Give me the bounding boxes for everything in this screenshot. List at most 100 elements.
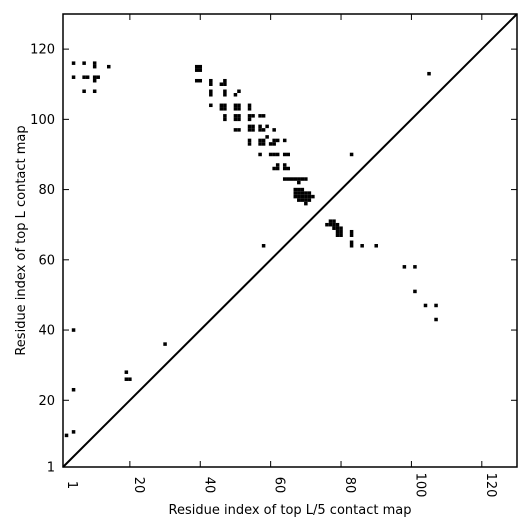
contact-cell-lower — [434, 317, 438, 322]
contact-cell-upper — [272, 142, 276, 146]
contact-cell-upper — [282, 152, 287, 157]
contact-cell-upper — [293, 191, 298, 195]
contact-cell-upper — [293, 194, 298, 199]
contact-cell-upper — [247, 114, 252, 118]
contact-cell-upper — [198, 68, 203, 72]
contact-cell-upper — [275, 163, 280, 167]
contact-cell-lower — [413, 265, 417, 269]
contact-cell-upper — [223, 89, 227, 94]
contact-cell-upper — [272, 152, 276, 157]
contact-cell-upper — [237, 103, 241, 108]
contact-cell-lower — [434, 303, 438, 308]
contact-cell-upper — [163, 342, 167, 346]
contact-cell-lower — [335, 226, 340, 230]
contact-cell-upper — [237, 128, 241, 132]
contact-cell-lower — [349, 240, 354, 245]
contact-cell-upper — [261, 114, 266, 118]
contact-cell-upper — [297, 198, 301, 202]
contact-cell-upper — [71, 75, 76, 79]
contact-cell-lower — [332, 222, 336, 227]
contact-cell-upper — [85, 75, 90, 79]
contact-cell-upper — [275, 166, 280, 171]
contact-cell-upper — [92, 89, 97, 94]
contact-cell-lower — [332, 226, 336, 230]
contact-cell-upper — [64, 433, 69, 438]
y-tick-label: 120 — [30, 43, 55, 58]
contact-cell-upper — [304, 201, 308, 206]
contact-cell-upper — [247, 117, 252, 122]
contact-cell-lower — [360, 244, 364, 248]
contact-cell-upper — [297, 194, 301, 199]
contact-cell-upper — [286, 177, 290, 181]
contact-cell-upper — [275, 138, 280, 143]
contact-cell-upper — [209, 93, 213, 97]
contact-cell-upper — [92, 61, 97, 65]
contact-cell-upper — [194, 78, 199, 83]
contact-cell-upper — [300, 194, 305, 199]
contact-cell-lower — [328, 222, 333, 227]
contact-cell-lower — [374, 244, 378, 248]
contact-cell-upper — [300, 198, 305, 202]
contact-cell-upper — [307, 198, 312, 202]
contact-cell-upper — [300, 177, 305, 181]
contact-cell-upper — [124, 370, 129, 374]
contact-cell-upper — [219, 107, 224, 111]
contact-cell-upper — [286, 166, 290, 171]
contact-cell-upper — [251, 128, 255, 132]
contact-cell-upper — [290, 177, 294, 181]
contact-cell-upper — [307, 194, 312, 199]
contact-cell-upper — [223, 103, 227, 108]
contact-cell-upper — [247, 103, 252, 108]
contact-cell-upper — [247, 128, 252, 132]
contact-cell-upper — [219, 82, 224, 86]
contact-cell-lower — [423, 303, 428, 308]
contact-cell-upper — [265, 124, 269, 129]
contact-cell-upper — [282, 163, 287, 167]
contact-cell-upper — [96, 75, 100, 79]
contact-cell-lower — [402, 265, 407, 269]
contact-cell-upper — [247, 124, 252, 129]
contact-cell-upper — [258, 142, 262, 146]
contact-cell-upper — [304, 194, 308, 199]
contact-cell-upper — [258, 124, 262, 129]
contact-cell-lower — [339, 233, 343, 237]
contact-cell-lower — [332, 219, 336, 223]
diagonal-line — [62, 13, 518, 468]
contact-cell-upper — [233, 114, 238, 118]
contact-cell-lower — [339, 226, 343, 230]
contact-cell-upper — [268, 142, 273, 146]
contact-cell-upper — [128, 377, 132, 381]
contact-cell-upper — [261, 142, 266, 146]
contact-cell-upper — [82, 89, 86, 94]
contact-cell-upper — [92, 78, 97, 83]
contact-cell-lower — [261, 244, 266, 248]
contact-cell-upper — [297, 177, 301, 181]
contact-cell-upper — [247, 142, 252, 146]
contact-cell-lower — [335, 222, 340, 227]
contact-cell-upper — [297, 191, 301, 195]
contact-cell-upper — [71, 387, 76, 392]
contact-cell-upper — [247, 138, 252, 143]
contact-cell-upper — [194, 68, 199, 72]
contact-cell-lower — [349, 233, 354, 237]
contact-cell-upper — [258, 138, 262, 143]
y-tick-label: 40 — [38, 324, 55, 339]
x-tick-label: 1 — [64, 481, 79, 489]
contact-cell-upper — [219, 103, 224, 108]
contact-cell-upper — [209, 103, 213, 108]
contact-cell-upper — [265, 135, 269, 139]
contact-cell-upper — [233, 93, 238, 97]
x-tick-label: 120 — [483, 473, 498, 498]
x-tick-label: 20 — [131, 477, 146, 494]
contact-cell-upper — [198, 64, 203, 69]
contact-cell-upper — [237, 107, 241, 111]
y-tick-label: 1 — [47, 461, 55, 476]
y-tick-label: 80 — [38, 183, 55, 198]
contact-cell-upper — [275, 152, 280, 157]
y-axis-label: Residue index of top L contact map — [14, 125, 29, 355]
contact-cell-upper — [71, 61, 76, 65]
contact-cell-upper — [237, 89, 241, 94]
contact-cell-upper — [71, 430, 76, 434]
